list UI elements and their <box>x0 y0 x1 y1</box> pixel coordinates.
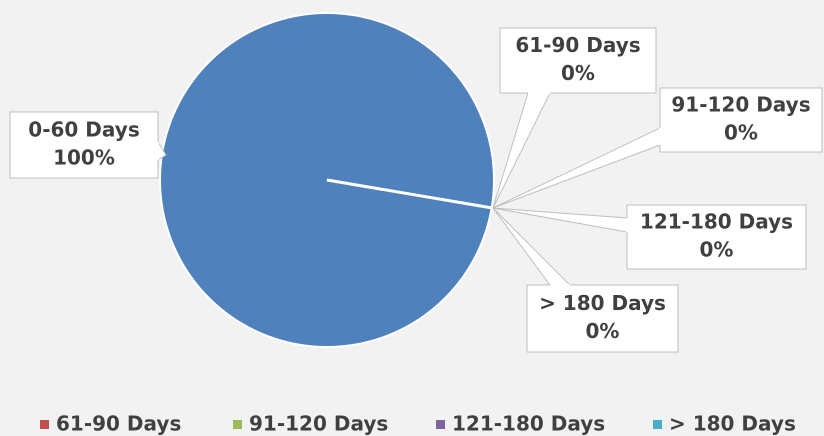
label-box <box>526 284 679 353</box>
data-label-value: 0% <box>586 319 620 343</box>
data-label-category: 121-180 Days <box>640 210 793 234</box>
data-label-category: 91-120 Days <box>671 93 810 117</box>
data-label-category: 61-90 Days <box>515 33 640 57</box>
data-label-category: > 180 Days <box>539 291 666 315</box>
label-callout <box>492 92 551 209</box>
legend-label: 61-90 Days <box>56 412 181 436</box>
legend-swatch <box>233 420 242 429</box>
legend-swatch <box>653 420 662 429</box>
legend-label: > 180 Days <box>669 412 796 436</box>
data-label-value: 0% <box>700 238 734 262</box>
legend-swatch <box>40 420 49 429</box>
legend-label: 91-120 Days <box>249 412 388 436</box>
label-box <box>659 87 823 153</box>
data-label-value: 100% <box>53 146 115 170</box>
data-label-value: 0% <box>561 61 595 85</box>
data-label-value: 0% <box>724 121 758 145</box>
data-label-category: 0-60 Days <box>28 118 139 142</box>
label-box <box>626 204 807 270</box>
legend-label: 121-180 Days <box>452 412 605 436</box>
pie-slice <box>326 179 492 209</box>
label-box <box>499 27 657 94</box>
legend-swatch <box>436 420 445 429</box>
